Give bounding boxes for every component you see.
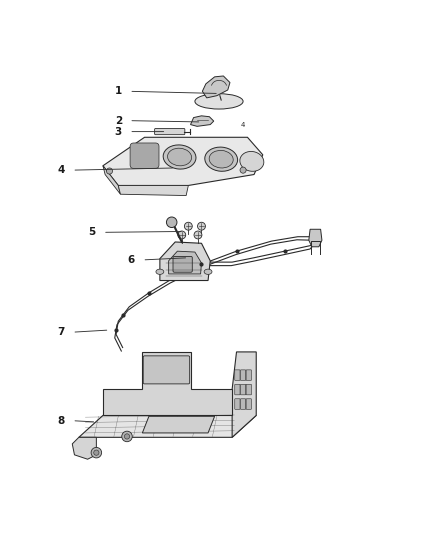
- Polygon shape: [103, 166, 120, 194]
- FancyBboxPatch shape: [240, 399, 246, 409]
- Polygon shape: [191, 116, 214, 126]
- Polygon shape: [160, 242, 210, 280]
- Circle shape: [184, 222, 192, 230]
- Text: 3: 3: [115, 127, 122, 136]
- Polygon shape: [202, 76, 230, 98]
- Ellipse shape: [163, 145, 196, 169]
- FancyBboxPatch shape: [143, 356, 190, 384]
- Text: 7: 7: [58, 327, 65, 337]
- FancyBboxPatch shape: [130, 143, 159, 168]
- Ellipse shape: [195, 94, 243, 109]
- FancyBboxPatch shape: [155, 128, 185, 135]
- Ellipse shape: [156, 269, 164, 274]
- Polygon shape: [118, 185, 188, 196]
- Circle shape: [94, 450, 99, 455]
- FancyBboxPatch shape: [246, 370, 251, 381]
- FancyBboxPatch shape: [235, 384, 240, 395]
- Circle shape: [122, 431, 132, 442]
- Polygon shape: [103, 138, 263, 185]
- Ellipse shape: [205, 147, 237, 171]
- Text: 1: 1: [115, 86, 122, 96]
- Text: 5: 5: [88, 228, 95, 237]
- Circle shape: [178, 231, 186, 239]
- FancyBboxPatch shape: [240, 370, 246, 381]
- Ellipse shape: [132, 145, 159, 165]
- Text: 8: 8: [58, 416, 65, 426]
- FancyBboxPatch shape: [240, 384, 246, 395]
- Ellipse shape: [168, 148, 191, 166]
- FancyBboxPatch shape: [246, 384, 251, 395]
- Circle shape: [91, 447, 102, 458]
- Circle shape: [194, 231, 202, 239]
- Ellipse shape: [240, 151, 264, 171]
- FancyBboxPatch shape: [246, 399, 251, 409]
- Circle shape: [166, 217, 177, 228]
- Polygon shape: [142, 416, 215, 433]
- FancyBboxPatch shape: [173, 256, 192, 272]
- FancyBboxPatch shape: [235, 370, 240, 381]
- Polygon shape: [72, 437, 96, 459]
- Circle shape: [106, 168, 113, 174]
- Circle shape: [124, 434, 130, 439]
- Polygon shape: [169, 251, 201, 274]
- Polygon shape: [309, 229, 322, 247]
- Circle shape: [198, 222, 205, 230]
- Ellipse shape: [204, 269, 212, 274]
- Polygon shape: [103, 352, 232, 415]
- Circle shape: [240, 167, 246, 173]
- Text: 6: 6: [128, 255, 135, 265]
- Text: 2: 2: [115, 116, 122, 126]
- Text: 4: 4: [58, 165, 65, 175]
- Polygon shape: [79, 415, 256, 437]
- Polygon shape: [232, 352, 256, 437]
- Ellipse shape: [209, 150, 233, 168]
- Text: 4: 4: [241, 122, 245, 127]
- FancyBboxPatch shape: [235, 399, 240, 409]
